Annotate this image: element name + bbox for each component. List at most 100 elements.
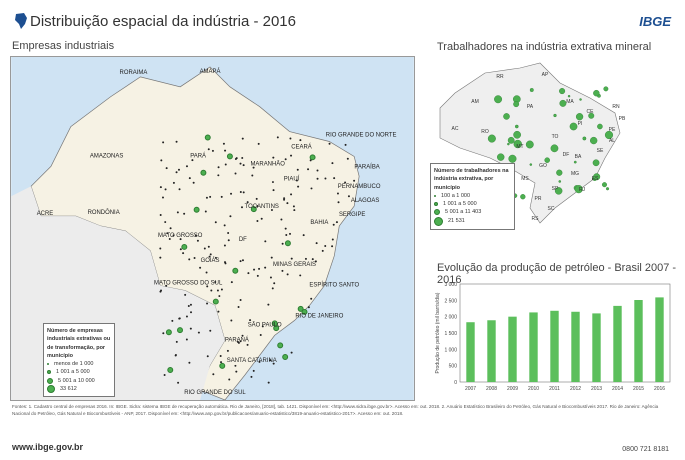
city-point [206, 355, 209, 358]
worker-point [588, 112, 595, 119]
city-point [179, 248, 182, 251]
worker-point [513, 139, 522, 149]
city-point [159, 247, 162, 250]
state-label: RIO GRANDE DO NORTE [326, 133, 397, 139]
state-abbr: ES [592, 176, 599, 182]
city-point [272, 189, 275, 192]
y-tick-label: 3 000 [444, 282, 457, 288]
city-point [164, 221, 167, 224]
city-point [207, 245, 210, 248]
state-abbr: MA [566, 99, 574, 105]
state-label: GOIÁS [201, 257, 220, 264]
city-point [316, 169, 319, 172]
city-point [181, 243, 188, 250]
main-map-title: Empresas industriais [12, 40, 115, 52]
city-point [204, 210, 207, 213]
city-point [230, 319, 233, 322]
y-tick-label: 1 000 [444, 347, 457, 353]
city-point [189, 327, 192, 330]
worker-point [574, 185, 583, 194]
worker-point [597, 123, 603, 130]
city-point [172, 181, 175, 184]
city-point [185, 338, 188, 341]
state-label: PARAÍBA [354, 163, 379, 170]
worker-point [508, 154, 517, 163]
city-point [205, 196, 208, 199]
city-point [162, 141, 165, 144]
city-point [332, 223, 335, 226]
city-point [193, 206, 200, 213]
y-tick-label: 2 000 [444, 315, 457, 321]
city-point [230, 192, 233, 195]
city-point [310, 187, 313, 190]
state-label: RIO GRANDE DO SUL [184, 390, 246, 396]
x-tick-label: 2008 [486, 386, 497, 392]
city-point [272, 156, 275, 159]
city-point [192, 181, 195, 184]
website-link[interactable]: www.ibge.gov.br [12, 442, 84, 452]
phone-number: 0800 721 8181 [622, 446, 669, 453]
worker-point [544, 157, 550, 163]
city-point [344, 181, 347, 184]
city-point [160, 159, 163, 162]
x-tick-label: 2015 [633, 386, 644, 392]
city-point [252, 166, 255, 169]
city-point [289, 232, 292, 235]
city-point [179, 238, 182, 241]
size-3-icon [47, 377, 53, 384]
worker-point [579, 98, 582, 101]
city-point [285, 234, 288, 237]
size-1-icon [434, 194, 436, 197]
city-point [167, 366, 174, 373]
x-tick-label: 2011 [549, 386, 560, 392]
city-point [253, 268, 256, 271]
city-point [176, 211, 179, 214]
city-point [205, 271, 208, 274]
city-point [251, 174, 254, 177]
worker-point [529, 88, 534, 92]
city-point [284, 240, 291, 247]
city-point [209, 195, 212, 198]
city-point [344, 143, 347, 146]
city-point [290, 154, 293, 157]
city-point [297, 305, 304, 312]
worker-point [573, 160, 577, 164]
state-label: AMAZONAS [90, 153, 123, 159]
legend-item: 5 001 a 10 000 [58, 377, 95, 384]
state-abbr: MS [521, 176, 529, 182]
city-point [264, 240, 267, 243]
city-point [283, 197, 286, 200]
city-point [178, 317, 181, 320]
worker-point [558, 180, 562, 183]
city-point [159, 186, 162, 189]
city-point [175, 340, 178, 343]
worker-point [592, 159, 600, 167]
state-label: MINAS GERAIS [273, 262, 316, 268]
city-point [247, 272, 250, 275]
state-abbr: TO [552, 134, 559, 140]
worker-point [503, 113, 510, 120]
city-point [290, 193, 293, 196]
city-point [276, 136, 279, 139]
city-point [161, 196, 164, 199]
size-2-icon [47, 370, 51, 375]
bar-2010 [529, 312, 538, 382]
legend-item: 1 001 a 5 000 [443, 201, 477, 207]
worker-point [513, 101, 520, 108]
city-point [290, 351, 293, 354]
legend-item: 21 531 [448, 217, 465, 224]
state-label: ESPÍRITO SANTO [309, 282, 359, 289]
inset-map-legend: Número de trabalhadores na indústria ext… [430, 163, 515, 230]
city-point [289, 137, 292, 140]
worker-point [603, 86, 609, 92]
city-point [229, 215, 232, 218]
city-point [241, 137, 244, 140]
city-point [196, 239, 199, 242]
city-point [224, 262, 227, 265]
legend-title: Número de trabalhadores na indústria ext… [434, 168, 509, 191]
city-point [171, 319, 174, 322]
city-point [271, 181, 274, 184]
city-point [260, 217, 263, 220]
city-point [286, 202, 289, 205]
